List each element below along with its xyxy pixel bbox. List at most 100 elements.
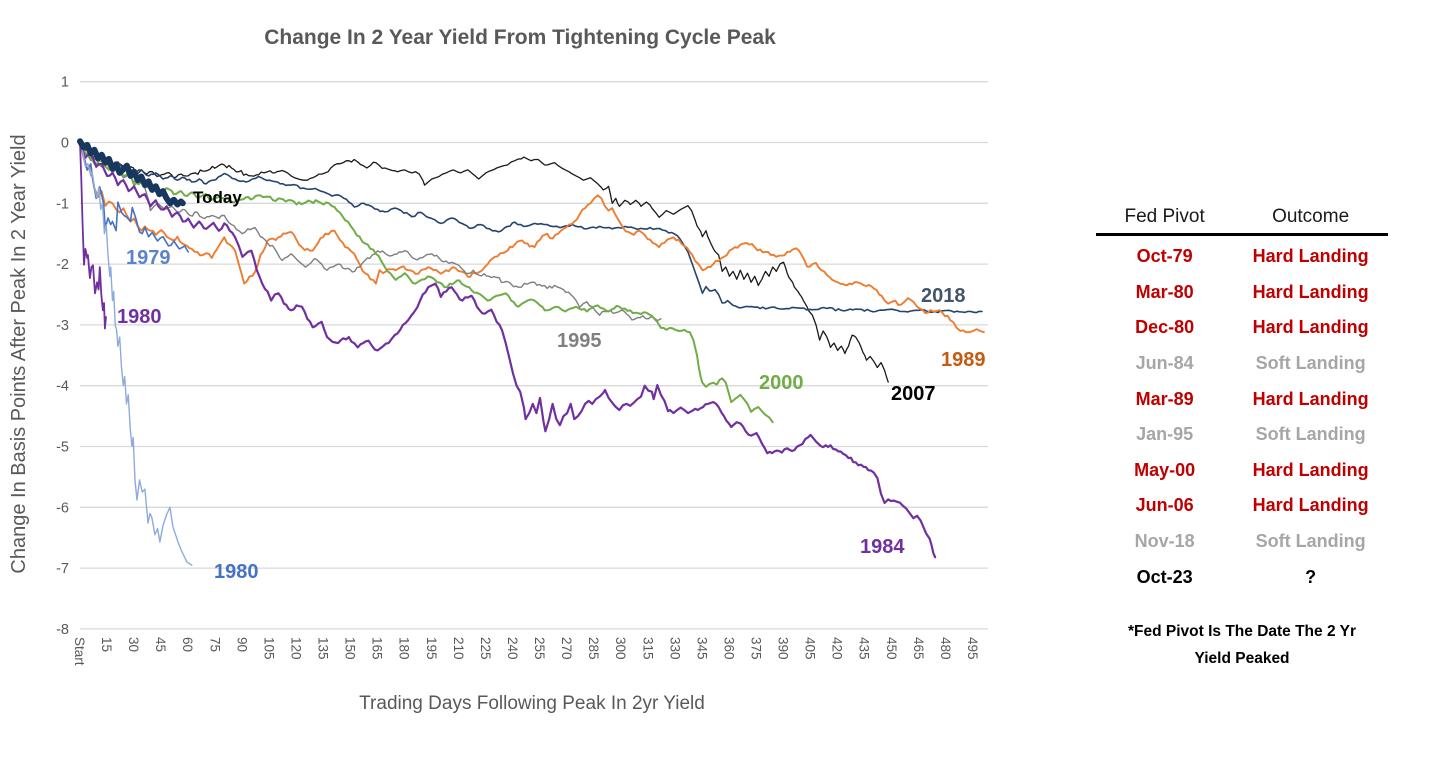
table-footnote: *Fed Pivot Is The Date The 2 Yr Yield Pea… [1088, 618, 1396, 672]
x-tick-label: 165 [370, 637, 385, 660]
x-tick-label: 375 [749, 637, 764, 660]
x-tick-label: 495 [965, 637, 980, 660]
y-tick-label: -2 [56, 257, 69, 273]
pivot-date-cell: Nov-18 [1134, 531, 1195, 552]
table-row: Oct-23? [1096, 559, 1388, 595]
outcome-cell: Hard Landing [1252, 246, 1369, 267]
x-tick-label: 120 [288, 637, 303, 660]
yield-change-chart: Change In 2 Year Yield From Tightening C… [8, 26, 988, 714]
x-tick-label: 465 [911, 637, 926, 660]
x-tick-label: 225 [478, 637, 493, 660]
table-row: Mar-80 Hard Landing [1096, 275, 1388, 311]
series-label-1989: 1989 [941, 349, 986, 371]
y-tick-label: -6 [56, 500, 69, 516]
outcome-cell: Hard Landing [1252, 317, 1369, 338]
series-line-1980-dec [79, 141, 193, 566]
pivot-date-cell: Jun-84 [1135, 353, 1194, 374]
series-label-2007: 2007 [891, 383, 936, 405]
y-tick-label: -3 [56, 318, 69, 334]
x-tick-label: 180 [397, 637, 412, 660]
y-tick-label: 0 [61, 136, 69, 152]
series-line-1979 [79, 141, 189, 253]
table-row: Mar-89 Hard Landing [1096, 381, 1388, 417]
series-label-1995: 1995 [557, 330, 602, 352]
x-tick-label: 240 [505, 637, 520, 660]
x-tick-label: 450 [884, 637, 899, 660]
series-line-1980-mar [79, 141, 107, 330]
outcome-cell: Soft Landing [1255, 424, 1366, 445]
chart-title: Change In 2 Year Yield From Tightening C… [264, 26, 776, 49]
series-label-2018: 2018 [921, 285, 966, 307]
table-body: Oct-79 Hard Landing Mar-80 Hard Landing Dec-… [1096, 236, 1388, 595]
table-row: Nov-18 Soft Landing [1096, 524, 1388, 560]
series-line-2018 [79, 141, 983, 314]
pivot-date-cell: Oct-23 [1136, 566, 1193, 587]
x-tick-label: 255 [532, 637, 547, 660]
y-tick-label: -7 [56, 561, 69, 577]
series-label-1980: 1980 [117, 306, 162, 328]
x-tick-label: 30 [126, 637, 141, 652]
table-row: Dec-80 Hard Landing [1096, 310, 1388, 346]
x-tick-label: 480 [938, 637, 953, 660]
gridlines [80, 81, 988, 630]
pivot-date-cell: Jun-06 [1135, 495, 1194, 516]
column-header-outcome: Outcome [1272, 206, 1350, 227]
y-tick-label: -1 [56, 196, 69, 212]
outcome-cell: ? [1305, 566, 1317, 587]
x-tick-label: 15 [99, 637, 114, 652]
x-tick-label: 105 [261, 637, 276, 660]
pivot-date-cell: Mar-89 [1135, 388, 1194, 409]
x-tick-label: 285 [586, 637, 601, 660]
series-line-1984 [78, 141, 937, 559]
table-row: May-00 Hard Landing [1096, 453, 1388, 489]
x-axis-title: Trading Days Following Peak In 2yr Yield [359, 693, 705, 714]
x-tick-label: 420 [830, 637, 845, 660]
y-axis-title: Change In Basis Points After Peak In 2 Y… [8, 134, 30, 573]
series-lines [77, 138, 985, 566]
table-row: Jun-06 Hard Landing [1096, 488, 1388, 524]
series-line-1989 [79, 141, 985, 334]
x-tick-label: 300 [613, 637, 628, 660]
x-tick-label: 45 [153, 637, 168, 652]
outcome-cell: Hard Landing [1252, 281, 1369, 302]
x-tick-label: 135 [316, 637, 331, 660]
x-tick-label: 330 [667, 637, 682, 660]
x-tick-label: 210 [451, 637, 466, 660]
series-line-2007 [79, 141, 889, 383]
x-tick-label: 405 [803, 637, 818, 660]
series-label-1980: 1980 [214, 561, 259, 583]
series-label-2000: 2000 [759, 372, 804, 394]
series-labels: Today 1979 1980 1980 1995 2000 2007 2018 1989 198… [117, 188, 986, 583]
x-tick-label: 315 [640, 637, 655, 660]
table-row: Jun-84 Soft Landing [1096, 346, 1388, 382]
pivot-date-cell: May-00 [1134, 459, 1196, 480]
series-label-1984: 1984 [860, 536, 905, 558]
footnote-line: *Fed Pivot Is The Date The 2 Yr [1128, 623, 1356, 640]
y-axis-tick-labels: 1 0 -1 -2 -3 -4 -5 -6 -7 -8 [56, 75, 69, 638]
table-row: Jan-95 Soft Landing [1096, 417, 1388, 453]
series-line-2000 [79, 141, 774, 424]
outcome-cell: Soft Landing [1255, 353, 1366, 374]
outcome-cell: Hard Landing [1252, 495, 1369, 516]
series-line-Today [77, 138, 186, 208]
pivot-date-cell: Mar-80 [1135, 281, 1194, 302]
outcome-cell: Soft Landing [1255, 531, 1366, 552]
x-axis-tick-labels: Start 15 30 45 60 75 90 105 120 135 150 165 180 195 21… [72, 637, 980, 666]
series-label-today: Today [193, 188, 242, 207]
x-tick-label: 435 [857, 637, 872, 660]
y-tick-label: -8 [56, 622, 69, 638]
x-tick-label: 345 [694, 637, 709, 660]
x-tick-label: 195 [424, 637, 439, 660]
x-tick-label: 150 [343, 637, 358, 660]
pivot-date-cell: Jan-95 [1136, 424, 1194, 445]
x-tick-label: 390 [776, 637, 791, 660]
table-row: Oct-79 Hard Landing [1096, 239, 1388, 275]
y-tick-label: 1 [61, 75, 69, 91]
x-tick-label: 75 [207, 637, 222, 652]
outcome-cell: Hard Landing [1252, 388, 1369, 409]
column-header-fed-pivot: Fed Pivot [1124, 206, 1205, 227]
series-line-1995 [79, 141, 662, 322]
pivot-date-cell: Dec-80 [1135, 317, 1195, 338]
pivot-date-cell: Oct-79 [1136, 246, 1193, 267]
